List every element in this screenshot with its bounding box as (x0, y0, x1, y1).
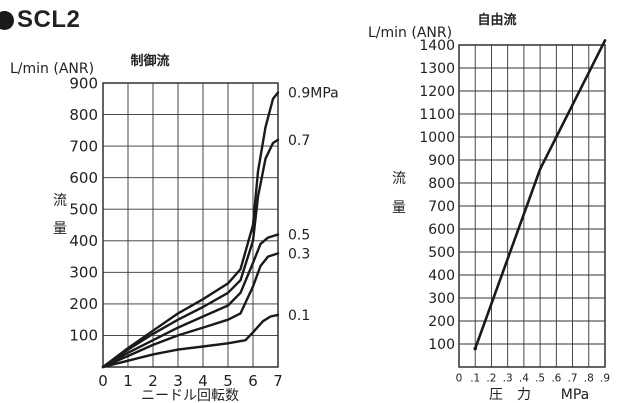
x-tick-label: .2 (486, 373, 496, 385)
series-label: 0.1 (288, 308, 310, 324)
x-tick-label: 4 (198, 372, 208, 390)
y-tick-label: 100 (69, 327, 98, 345)
x-tick-label: 1 (123, 372, 133, 390)
x-tick-label: .8 (584, 373, 594, 385)
series-label: 0.7 (288, 133, 310, 149)
series-line (473, 39, 607, 350)
x-tick-label: .6 (551, 373, 561, 385)
y-tick-label: 400 (69, 232, 98, 250)
x-tick-label: 5 (223, 372, 233, 390)
series-start-point (473, 346, 478, 351)
series-line (101, 91, 280, 369)
y-tick-label: 200 (69, 295, 98, 313)
y-tick-label: 1200 (419, 84, 455, 100)
y-tick-label: 600 (69, 169, 98, 187)
y-tick-label: 1000 (419, 130, 455, 146)
y-axis-label-char: 流 (53, 193, 67, 209)
series-line (101, 313, 280, 369)
x-tick-label: .4 (519, 373, 529, 385)
x-axis-label: 圧 力 (489, 387, 531, 403)
x-tick-label: 6 (248, 372, 258, 390)
y-tick-label: 300 (69, 264, 98, 282)
y-tick-label: 100 (428, 337, 455, 353)
y-tick-label: 700 (428, 199, 455, 215)
y-axis-label-char: 流 (392, 171, 406, 187)
plot-frame (102, 82, 279, 368)
y-tick-label: 900 (428, 153, 455, 169)
y-tick-label: 200 (428, 314, 455, 330)
series-line (101, 233, 280, 369)
y-tick-label: 500 (69, 200, 98, 218)
y-unit-label: L/min (ANR) (368, 25, 452, 41)
x-tick-label: 2 (148, 372, 158, 390)
series-line (101, 252, 280, 369)
x-axis-label: ニードル回転数 (141, 388, 239, 403)
x-axis-unit: MPa (561, 387, 589, 403)
x-tick-label: .7 (568, 373, 578, 385)
y-axis-label-char: 量 (392, 200, 406, 216)
y-tick-label: 800 (428, 176, 455, 192)
y-tick-label: 300 (428, 291, 455, 307)
x-tick-label: 3 (173, 372, 183, 390)
x-tick-label: .9 (600, 373, 610, 385)
x-tick-label: 0 (98, 372, 108, 390)
y-tick-label: 1400 (419, 38, 455, 54)
y-tick-label: 600 (428, 222, 455, 238)
control-flow-chart: 100 200 300 400 500 600 700 800 900 0 1 2 3 4 5 6 7 制御流 L/… (10, 53, 339, 403)
y-tick-label: 800 (69, 106, 98, 124)
chart-title: 制御流 (130, 53, 169, 69)
series-label: 0.9MPa (288, 85, 339, 101)
page-header: SCL2 (0, 4, 80, 36)
y-tick-label: 900 (69, 74, 98, 92)
y-axis-label-char: 量 (53, 221, 67, 237)
product-model-title: SCL2 (17, 6, 81, 33)
y-unit-label: L/min (ANR) (10, 61, 94, 77)
x-tick-label: .5 (535, 373, 545, 385)
x-tick-label: 7 (273, 372, 283, 390)
series-label: 0.5 (288, 227, 310, 243)
x-tick-label: .3 (503, 373, 513, 385)
y-tick-label: 400 (428, 268, 455, 284)
bullet-icon (0, 10, 14, 30)
chart-title: 自由流 (477, 12, 516, 28)
y-tick-label: 1300 (419, 61, 455, 77)
y-tick-label: 500 (428, 245, 455, 261)
series-label: 0.3 (288, 246, 310, 262)
y-tick-label: 700 (69, 137, 98, 155)
series-line (101, 138, 280, 369)
y-tick-label: 1100 (419, 107, 455, 123)
free-flow-chart: 100 200 300 400 500 600 700 800 900 1000 1100 1200 1… (368, 12, 610, 403)
x-tick-label: 0 (456, 373, 463, 385)
x-tick-label: .1 (470, 373, 480, 385)
